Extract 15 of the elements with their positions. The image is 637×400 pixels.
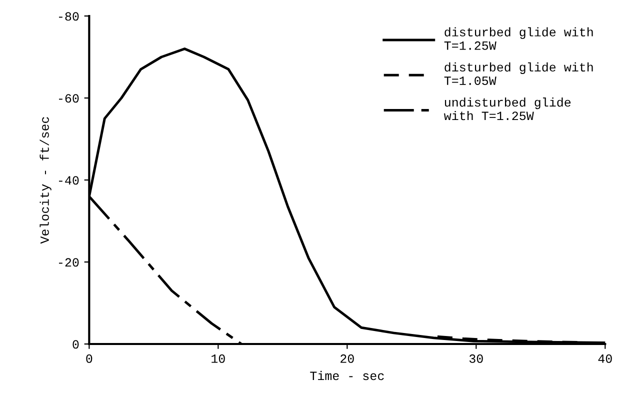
y-axis-title: Velocity - ft/sec [40,117,52,244]
legend-label: undisturbed glide with T=1.25W [444,97,571,120]
legend-label: disturbed glide with T=1.25W [444,27,593,50]
y-tick-label: -80 [58,12,79,21]
y-tick-label: -60 [58,94,79,103]
x-tick-label: 40 [598,354,612,363]
y-tick-label: -20 [58,258,79,267]
legend-label: disturbed glide with T=1.05W [444,62,593,86]
x-axis-title: Time - sec [310,370,384,380]
x-tick-label: 0 [86,354,92,363]
y-tick-label: -40 [58,176,79,185]
x-tick-label: 20 [340,354,354,363]
x-tick-label: 10 [212,354,225,363]
x-tick-label: 30 [469,354,483,363]
y-tick-label: 0 [72,340,79,349]
